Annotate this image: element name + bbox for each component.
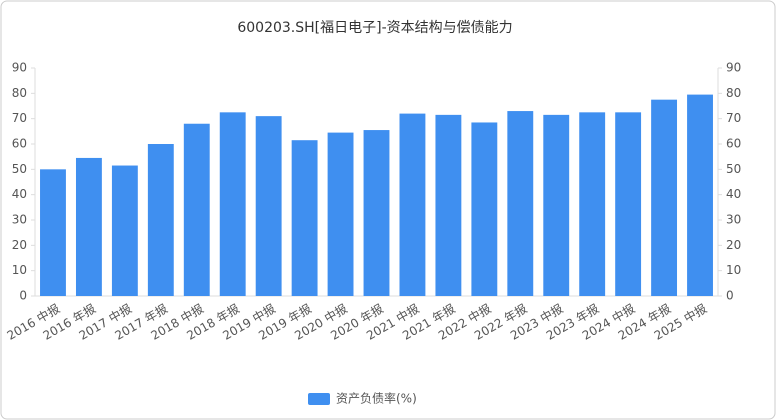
bar <box>435 114 462 296</box>
y-tick-label: 10 <box>12 263 27 277</box>
bar <box>183 123 210 296</box>
y2-tick-label: 20 <box>726 238 741 252</box>
chart-title: 600203.SH[福日电子]-资本结构与偿债能力 <box>237 20 512 36</box>
bar <box>327 132 354 296</box>
y-tick-label: 40 <box>12 187 27 201</box>
y2-tick-label: 0 <box>726 289 734 303</box>
y2-tick-label: 40 <box>726 187 741 201</box>
bar <box>615 112 642 296</box>
bar <box>219 112 246 296</box>
y-tick-label: 80 <box>12 86 27 100</box>
bar <box>255 116 282 296</box>
legend-swatch <box>308 393 330 405</box>
bar <box>399 113 426 296</box>
y2-tick-label: 50 <box>726 162 741 176</box>
bar <box>363 130 390 296</box>
bar <box>687 94 713 296</box>
y2-tick-label: 10 <box>726 263 741 277</box>
bar <box>147 144 174 296</box>
y-tick-label: 50 <box>12 162 27 176</box>
y2-tick-label: 70 <box>726 111 741 125</box>
bar <box>111 165 138 296</box>
y2-tick-label: 90 <box>726 61 741 75</box>
bar <box>75 157 102 296</box>
bar <box>579 112 606 296</box>
bar <box>40 169 66 296</box>
y-tick-label: 30 <box>12 213 27 227</box>
legend-label: 资产负债率(%) <box>336 391 417 406</box>
bar <box>291 140 318 296</box>
bar <box>471 122 498 296</box>
y-tick-label: 90 <box>12 61 27 75</box>
bar <box>651 99 678 297</box>
y-tick-label: 0 <box>19 289 27 303</box>
y2-tick-label: 60 <box>726 137 741 151</box>
bar <box>507 111 534 296</box>
y-tick-label: 70 <box>12 111 27 125</box>
y-tick-label: 60 <box>12 137 27 151</box>
y2-tick-label: 80 <box>726 86 741 100</box>
y2-tick-label: 30 <box>726 213 741 227</box>
y-tick-label: 20 <box>12 238 27 252</box>
bar <box>543 114 570 296</box>
